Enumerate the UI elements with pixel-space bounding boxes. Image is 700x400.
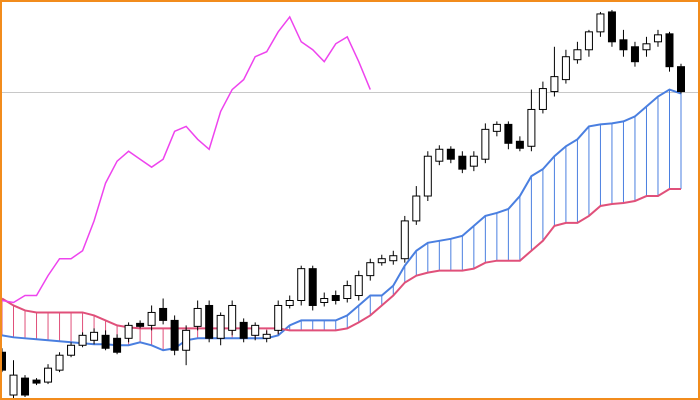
candle-body	[78, 334, 87, 346]
indicator-line	[2, 188, 681, 332]
candle-body	[308, 268, 317, 306]
indicator-line	[2, 15, 371, 304]
candle-body	[481, 128, 490, 160]
candle-body	[573, 49, 582, 61]
candle-body	[596, 13, 605, 33]
candle-body	[343, 285, 352, 300]
candle-body	[677, 66, 685, 93]
candle-body	[630, 46, 639, 63]
candle-body	[366, 262, 375, 277]
candle-body	[55, 354, 64, 371]
candle-body	[607, 11, 616, 43]
candle-body	[458, 155, 467, 170]
candle-body	[423, 155, 432, 197]
candle-body	[101, 334, 110, 349]
candle-body	[113, 337, 122, 353]
candle-body	[412, 195, 421, 222]
candle-body	[21, 377, 30, 396]
candle-body	[377, 258, 386, 264]
candle-body	[469, 155, 478, 167]
candle-body	[285, 300, 294, 306]
candle-body	[389, 255, 398, 262]
candle-body	[228, 304, 237, 331]
candle-body	[400, 220, 409, 260]
candle-body	[32, 379, 41, 384]
candle-body	[205, 304, 214, 339]
candle-body	[239, 321, 248, 339]
candle-body	[170, 319, 179, 351]
candle-body	[90, 331, 99, 341]
candle-body	[561, 56, 570, 81]
candle-body	[216, 314, 225, 339]
candle-body	[67, 344, 76, 356]
candle-body	[492, 123, 501, 132]
candle-body	[642, 43, 651, 51]
candle-body	[159, 307, 168, 321]
candle-body	[251, 324, 260, 336]
candle-body	[262, 333, 271, 339]
candle-body	[274, 304, 283, 331]
candle-body	[538, 88, 547, 110]
candle-body	[9, 374, 18, 396]
candle-body	[193, 307, 202, 327]
candle-body	[320, 298, 329, 303]
candle-body	[182, 329, 191, 351]
candle-body	[515, 140, 524, 149]
candle-body	[446, 148, 455, 160]
candle-body	[136, 322, 145, 327]
candle-body	[584, 31, 593, 51]
candle-body	[665, 33, 674, 68]
candle-body	[2, 351, 6, 371]
candle-body	[297, 268, 306, 302]
candle-body	[331, 295, 340, 301]
candle-body	[504, 123, 513, 144]
candle-body	[147, 311, 156, 326]
candle-body	[435, 148, 444, 162]
candle-body	[527, 108, 536, 147]
candle-body	[653, 34, 662, 43]
candle-body	[44, 367, 53, 383]
indicator-line	[2, 88, 682, 352]
candle-body	[354, 275, 363, 297]
candle-body	[619, 39, 628, 51]
candle-body	[124, 324, 133, 339]
candle-body	[550, 76, 559, 93]
